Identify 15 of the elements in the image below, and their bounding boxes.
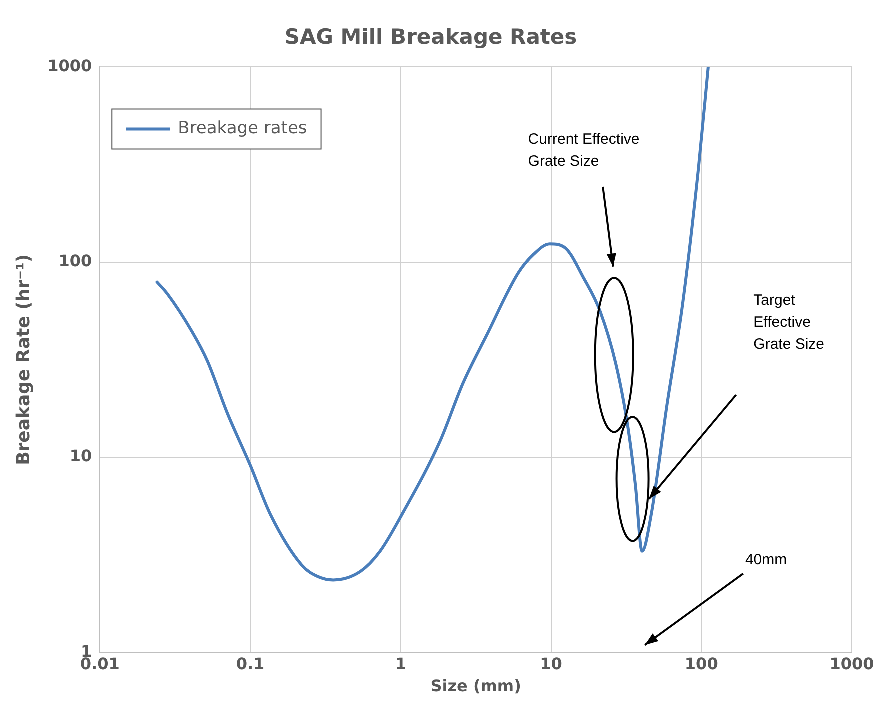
x-tick-label: 10 [540,654,562,674]
x-tick-label: 100 [684,654,718,674]
annotation: 40mm [745,551,788,568]
y-tick-label: 1000 [48,56,92,76]
y-tick-label: 10 [70,446,92,466]
legend-label: Breakage rates [178,118,308,139]
x-tick-label: 1000 [830,654,874,674]
y-axis-title: Breakage Rate (hr⁻¹) [13,254,34,466]
y-tick-label: 100 [58,251,92,270]
x-axis-title: Size (mm) [430,676,522,696]
chart-title: SAG Mill Breakage Rates [284,25,578,50]
annotation: Current Effective Grate Size [528,131,640,170]
x-tick-label: 1 [395,654,406,674]
annotation: Target Effective Grate Size [754,292,825,353]
x-tick-label: 0.1 [236,654,265,674]
